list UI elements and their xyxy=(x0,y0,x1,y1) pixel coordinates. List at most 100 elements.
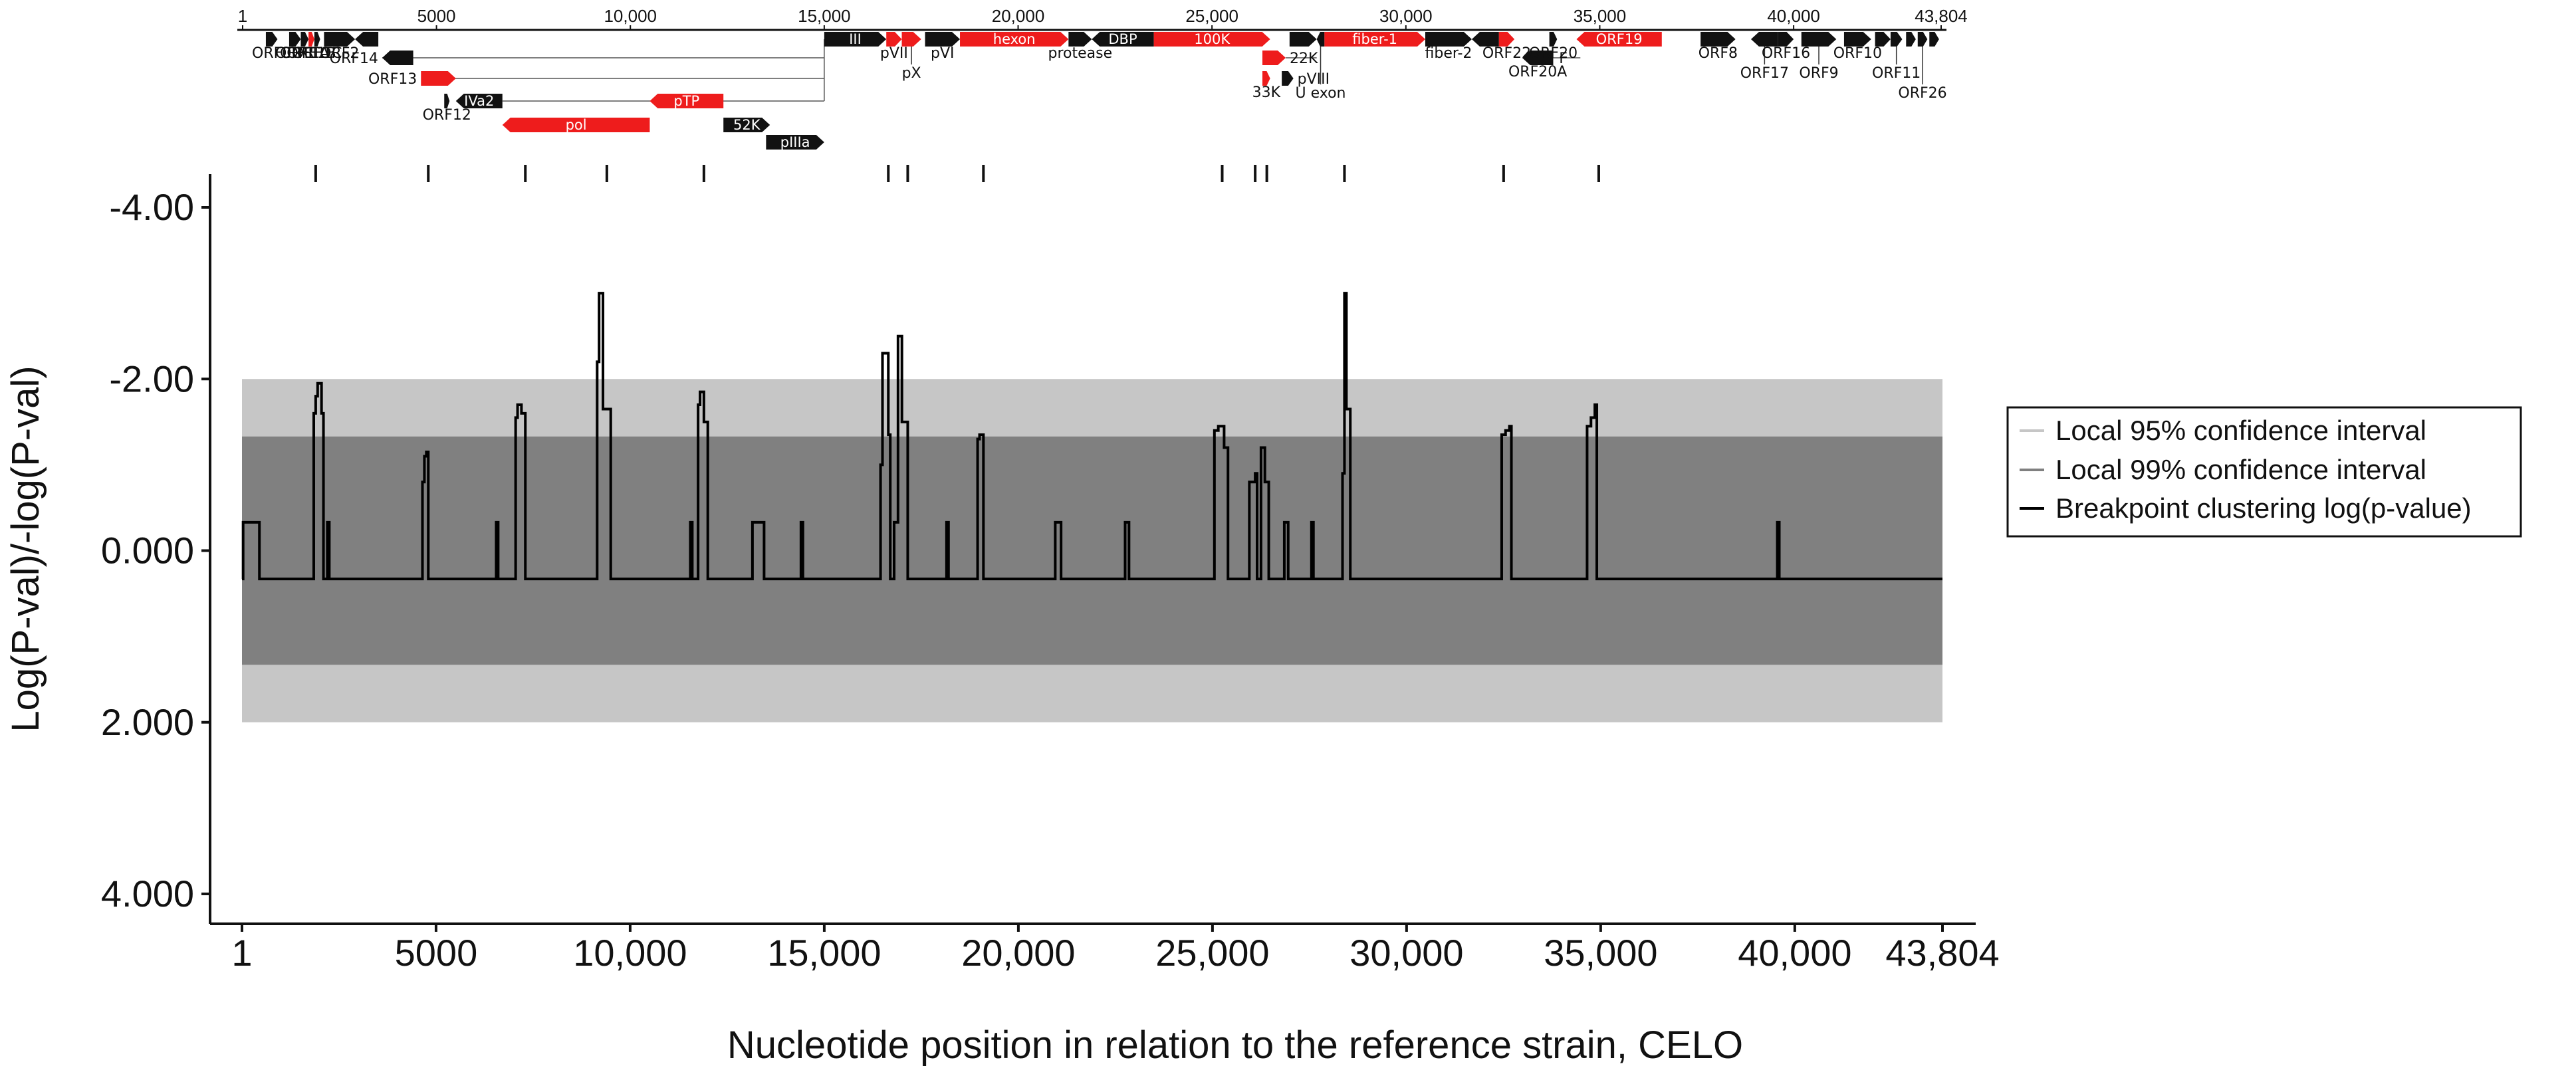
legend-entry-series: Breakpoint clustering log(p-value) xyxy=(2055,492,2472,524)
gene-orf14-label: ORF14 xyxy=(330,51,378,67)
gene-orf16 xyxy=(1778,32,1794,47)
gene-unlabeled-40 xyxy=(1875,32,1891,47)
x-tick-label: 43,804 xyxy=(1885,932,1999,974)
x-axis-label: Nucleotide position in relation to the r… xyxy=(727,1024,1743,1067)
gene-orf9-label: ORF9 xyxy=(1799,65,1838,82)
gene-orf20-label: ORF20 xyxy=(1529,45,1578,62)
gene-u-exon-label: U exon xyxy=(1295,85,1346,102)
y-axis-ticks: -4.00 -2.00 0.000 2.000 4.000 xyxy=(101,186,210,915)
y-tick-label: 2.000 xyxy=(101,701,194,743)
gene-orf1 xyxy=(289,32,301,47)
genome-scale-label: 30,000 xyxy=(1379,6,1433,26)
legend-entry-95: Local 95% confidence interval xyxy=(2055,415,2426,446)
gene-dbp xyxy=(1092,32,1154,47)
y-axis-label: Log(P-val)/-log(P-val) xyxy=(4,366,47,732)
gene-iva2 xyxy=(455,94,503,108)
gene-pviii-label: pVIII xyxy=(1298,71,1330,88)
breakpoint-markers xyxy=(314,165,1600,182)
gene-iii-label: III xyxy=(849,31,862,47)
gene-fiber-1-label: fiber-1 xyxy=(1352,31,1397,47)
gene-pvii-label: pVII xyxy=(880,45,908,62)
gene-orf22 xyxy=(1498,32,1515,47)
gene-orf1c-label: ORF1C xyxy=(293,45,342,62)
gene-u-exon xyxy=(1316,32,1325,47)
gene-orf13 xyxy=(421,71,456,86)
gene-unlabeled-30 xyxy=(1471,32,1499,47)
gene-orf1b-label: ORF1B xyxy=(287,45,336,62)
gene-ptp-label: pTP xyxy=(673,93,699,109)
gene-orf0 xyxy=(265,32,278,47)
gene-unlabeled-44 xyxy=(1929,32,1939,47)
x-tick-label: 1 xyxy=(231,932,252,974)
gene-orf1b xyxy=(308,32,314,47)
gene-ptp xyxy=(649,94,724,108)
gene-piiia xyxy=(766,135,824,150)
genome-scale-label: 20,000 xyxy=(992,6,1045,26)
gene-iva2-label: IVa2 xyxy=(464,93,494,109)
gene-piiia-label: pIIIa xyxy=(780,134,810,150)
gene-px-label: pX xyxy=(902,65,921,82)
gene-33k xyxy=(1262,71,1270,86)
x-tick-label: 35,000 xyxy=(1544,932,1657,974)
genome-scale-label: 5000 xyxy=(417,6,456,26)
gene-protease xyxy=(1068,32,1092,47)
series-line xyxy=(241,292,1942,581)
x-tick-label: 25,000 xyxy=(1155,932,1269,974)
gene-orf14 xyxy=(382,51,413,65)
gene-orf8-label: ORF8 xyxy=(1698,45,1738,62)
gene-px xyxy=(901,32,921,47)
gene-orf26-label: ORF26 xyxy=(1898,85,1946,102)
gene-orf2 xyxy=(324,32,356,47)
y-tick-label: 0.000 xyxy=(101,530,194,572)
x-tick-label: 20,000 xyxy=(961,932,1075,974)
gene-orf1a-label: ORF1A xyxy=(280,45,329,62)
gene-orf12-label: ORF12 xyxy=(423,107,471,124)
gene-orf11 xyxy=(1890,32,1903,47)
gene-pvi xyxy=(925,32,961,47)
y-tick-label: 4.000 xyxy=(101,873,194,915)
gene-100k xyxy=(1153,32,1270,47)
gene-22k xyxy=(1262,51,1286,65)
x-tick-label: 15,000 xyxy=(767,932,881,974)
gene-orf20 xyxy=(1549,32,1558,47)
gene-pvi-label: pVI xyxy=(931,45,955,62)
gene-orf13-label: ORF13 xyxy=(368,71,417,88)
gene-dbp-label: DBP xyxy=(1108,31,1137,47)
genome-scale-label: 15,000 xyxy=(798,6,851,26)
gene-orf8 xyxy=(1700,32,1736,47)
gene-22k-label: 22K xyxy=(1290,51,1318,67)
gene-protease-label: protease xyxy=(1048,45,1113,62)
gene-orf16-label: ORF16 xyxy=(1762,45,1810,62)
gene-pol-label: pol xyxy=(566,117,587,133)
gene-orf1a xyxy=(300,32,309,47)
genome-scale-label: 43,804 xyxy=(1915,6,1968,26)
genome-scale-label: 1 xyxy=(238,6,247,26)
y-tick-label: -2.00 xyxy=(109,358,194,399)
gene-orf1-label: ORF1 xyxy=(275,45,314,62)
gene-33k-label: 33K xyxy=(1252,84,1281,101)
gene-orf1c xyxy=(314,32,320,47)
genome-scale-label: 10,000 xyxy=(604,6,657,26)
gene-orf20a xyxy=(1522,51,1554,65)
gene-hexon xyxy=(960,32,1069,47)
x-tick-label: 30,000 xyxy=(1349,932,1463,974)
x-axis-ticks: 1 5000 10,000 15,000 20,000 25,000 30,000 35,00… xyxy=(231,924,2000,974)
y-tick-label: -4.00 xyxy=(109,186,194,228)
gene-orf10 xyxy=(1843,32,1871,47)
gene-fiber-2-label: fiber-2 xyxy=(1425,45,1472,62)
gene-orf22-label: ORF22 xyxy=(1482,45,1531,62)
gene-orf17-label: ORF17 xyxy=(1740,65,1789,82)
genome-scale-label: 25,000 xyxy=(1185,6,1238,26)
gene-pvii xyxy=(886,32,902,47)
gene-orf2-label: ORF2 xyxy=(320,45,359,62)
gene-pviii xyxy=(1282,71,1294,86)
gene-orf10-label: ORF10 xyxy=(1833,45,1882,62)
legend: Local 95% confidence interval Local 99% … xyxy=(2006,406,2522,538)
genome-partial-label: F xyxy=(1559,51,1568,67)
gene-orf19-label: ORF19 xyxy=(1596,31,1643,47)
legend-box xyxy=(2006,406,2522,538)
gene-orf11-label: ORF11 xyxy=(1872,65,1921,82)
gene-orf26 xyxy=(1917,32,1928,47)
genome-scale-label: 35,000 xyxy=(1574,6,1627,26)
